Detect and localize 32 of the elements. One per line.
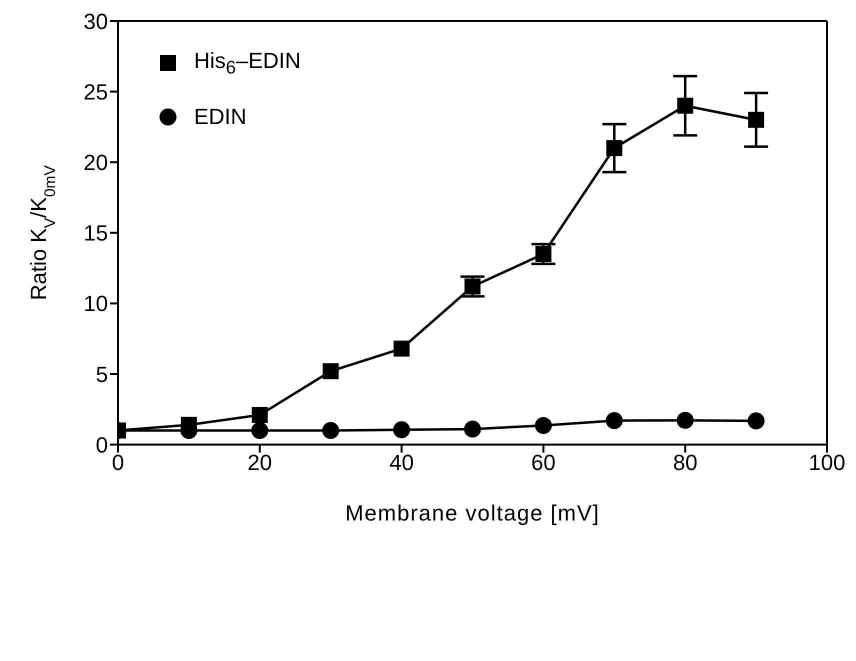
- legend-label: EDIN: [194, 104, 247, 130]
- x-tick-label: 40: [389, 450, 414, 476]
- point: [676, 412, 694, 429]
- y-tick-label: 10: [84, 291, 108, 316]
- y-tick-label: 30: [84, 8, 108, 34]
- y-tick-label: 0: [96, 432, 108, 458]
- y-tick-label: 25: [84, 79, 108, 104]
- point: [322, 363, 339, 380]
- x-axis-title: Membrane voltage [mV]: [345, 500, 600, 526]
- point: [322, 422, 340, 439]
- x-tick-label: 60: [531, 450, 556, 476]
- x-tick-label: 0: [112, 450, 124, 476]
- point: [252, 406, 268, 423]
- y-tick-label: 5: [96, 362, 108, 387]
- x-tick-label: 80: [672, 450, 698, 476]
- point: [677, 98, 694, 114]
- y-tick-label: 20: [84, 150, 108, 176]
- point: [251, 422, 268, 439]
- point: [535, 246, 552, 262]
- y-tick-label: 15: [84, 220, 108, 246]
- point: [393, 421, 410, 438]
- point: [394, 340, 410, 357]
- point: [606, 412, 623, 430]
- point: [748, 412, 765, 430]
- point: [464, 278, 480, 294]
- point: [534, 417, 552, 434]
- point: [464, 420, 481, 438]
- x-tick-label: 100: [808, 450, 846, 476]
- legend-label: His$_{6}$–EDIN: [194, 48, 301, 78]
- x-tick-label: 20: [248, 450, 272, 476]
- point: [748, 112, 764, 128]
- point: [606, 140, 622, 156]
